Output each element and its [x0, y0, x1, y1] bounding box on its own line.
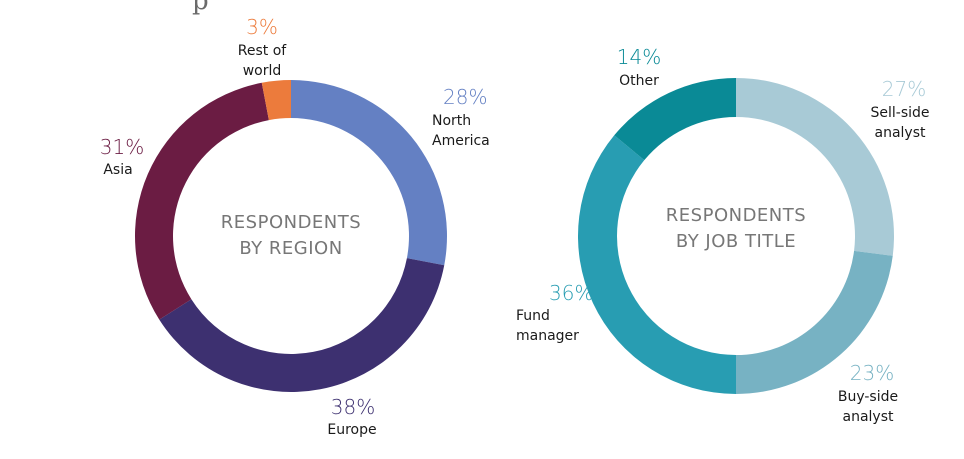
donut-center-label-line-2: BY JOB TITLE — [676, 231, 796, 252]
slice-other — [614, 78, 736, 161]
slice-value-label-other: 14% — [617, 45, 661, 69]
slice-category-label-rest-of-world: Rest of world — [238, 43, 288, 79]
slice-europe — [159, 258, 445, 392]
slice-value-label-buy-side-analyst: 23% — [850, 361, 894, 385]
donut-center-label-line-1: RESPONDENTS — [221, 212, 361, 233]
slice-value-label-fund-manager: 36% — [549, 281, 593, 305]
slice-category-label-other: Other — [619, 73, 659, 89]
slice-buy-side-analyst — [736, 250, 893, 394]
slice-value-label-sell-side-analyst: 27% — [882, 77, 926, 101]
slice-north-america — [291, 80, 448, 266]
donut-chart-region: 28% North America 38% Europe 31% Asia 3% Rest of… — [100, 15, 490, 438]
donut-chart-job-title: 27% Sell-side analyst 23% Buy-side analyst 36%… — [516, 45, 930, 425]
slice-sell-side-analyst — [736, 78, 895, 256]
slice-category-label-north-america: North America — [432, 113, 490, 149]
slice-value-label-north-america: 28% — [443, 85, 487, 109]
slice-category-label-sell-side-analyst: Sell-side analyst — [870, 105, 929, 141]
slice-value-label-rest-of-world: 3% — [246, 15, 278, 39]
header-text-fragment: p — [192, 0, 209, 16]
slice-category-label-fund-manager: Fund manager — [516, 308, 579, 344]
slice-category-label-buy-side-analyst: Buy-side analyst — [838, 389, 898, 425]
slice-value-label-asia: 31% — [100, 135, 144, 159]
slice-value-label-europe: 38% — [331, 395, 375, 419]
donut-center-label-line-1: RESPONDENTS — [666, 205, 806, 226]
slice-asia — [135, 82, 269, 320]
slice-category-label-asia: Asia — [103, 162, 132, 178]
donut-center-label-line-2: BY REGION — [239, 238, 342, 259]
slice-rest-of-world — [261, 80, 291, 121]
slice-fund-manager — [578, 135, 736, 395]
slice-category-label-europe: Europe — [327, 422, 376, 438]
